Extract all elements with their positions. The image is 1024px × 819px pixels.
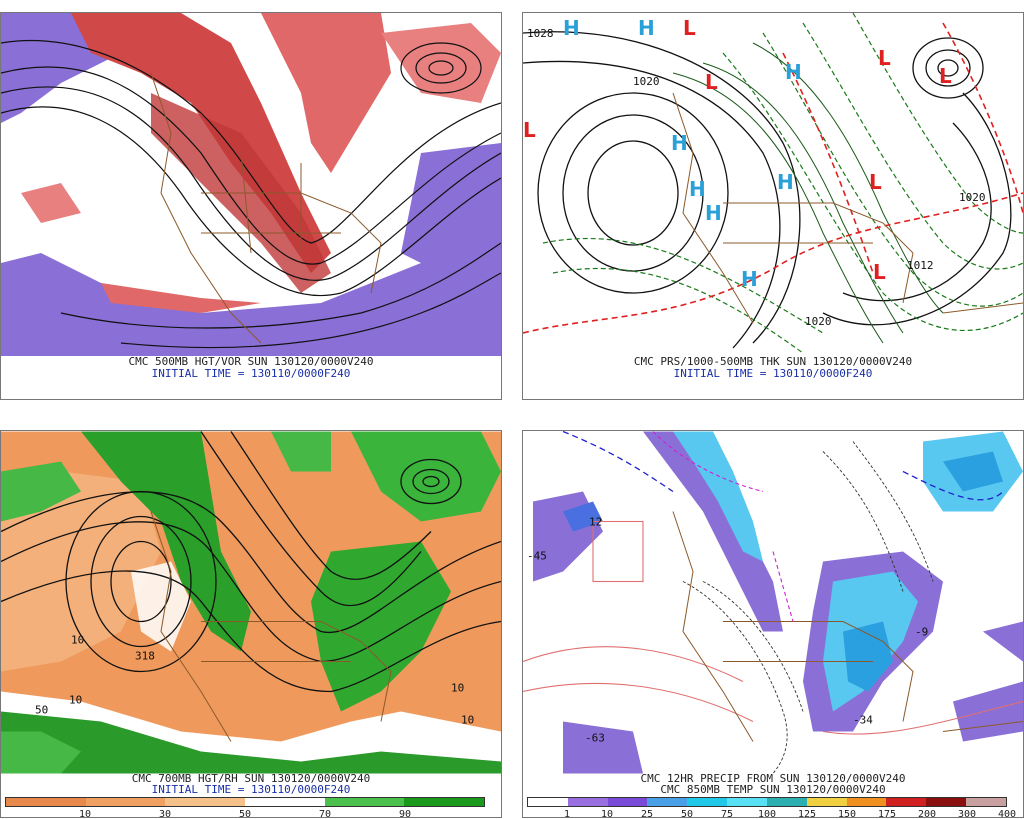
panel-pressure-thickness: H H H H H H H H L L L L L L L 1028 1020 … bbox=[522, 12, 1024, 400]
high-center-symbol: H bbox=[671, 131, 688, 155]
low-center-symbol: L bbox=[878, 46, 891, 70]
legend-tick-label: 90 bbox=[398, 809, 412, 818]
low-pressure-symbols: L L L L L L L bbox=[523, 16, 952, 284]
low-center-symbol: L bbox=[683, 16, 696, 40]
legend-swatch bbox=[6, 798, 86, 806]
contour-label: 318 bbox=[135, 650, 155, 663]
legend-swatch bbox=[806, 798, 847, 806]
panel-700mb-height-rh: 10 318 10 50 10 10 CMC 700MB HGT/RH SUN … bbox=[0, 430, 502, 818]
low-center-symbol: L bbox=[939, 64, 952, 88]
legend-tick-label: 50 bbox=[680, 809, 694, 818]
legend-swatch bbox=[966, 798, 1006, 806]
rh-color-legend bbox=[5, 797, 485, 807]
legend-swatch bbox=[766, 798, 807, 806]
caption-850mb-temp: CMC 850MB TEMP SUN 130120/0000V240 bbox=[660, 783, 886, 796]
contour-label: 1012 bbox=[907, 259, 934, 272]
high-center-symbol: H bbox=[741, 267, 758, 291]
contour-label: 10 bbox=[451, 682, 464, 695]
legend-tick-label: 1 bbox=[563, 809, 571, 818]
legend-swatch bbox=[886, 798, 927, 806]
contour-label: 1020 bbox=[959, 191, 986, 204]
legend-tick-label: 200 bbox=[917, 809, 937, 818]
temp-label: 12 bbox=[589, 516, 602, 529]
map-pressure-thickness: H H H H H H H H L L L L L L L 1028 1020 … bbox=[523, 13, 1023, 356]
panel-500mb-height-vorticity: CMC 500MB HGT/VOR SUN 130120/0000V240 IN… bbox=[0, 12, 502, 400]
legend-tick-label: 175 bbox=[877, 809, 897, 818]
legend-tick-label: 75 bbox=[720, 809, 734, 818]
caption-initial-time: INITIAL TIME = 130110/0000F240 bbox=[151, 367, 351, 380]
legend-swatch bbox=[165, 798, 246, 806]
legend-swatch bbox=[926, 798, 967, 806]
legend-swatch bbox=[727, 798, 767, 806]
contour-label: 10 bbox=[461, 714, 474, 727]
contour-label: 1020 bbox=[805, 315, 832, 328]
legend-swatch bbox=[324, 798, 405, 806]
precip-color-legend bbox=[527, 797, 1007, 807]
legend-swatch bbox=[647, 798, 688, 806]
temp-label: -9 bbox=[915, 626, 928, 639]
high-center-symbol: H bbox=[638, 16, 655, 40]
legend-swatch bbox=[567, 798, 608, 806]
legend-tick-label: 400 bbox=[997, 809, 1017, 818]
low-center-symbol: L bbox=[705, 70, 718, 94]
legend-tick-label: 125 bbox=[797, 809, 817, 818]
low-center-symbol: L bbox=[869, 170, 882, 194]
legend-tick-label: 10 bbox=[78, 809, 92, 818]
legend-tick-label: 70 bbox=[318, 809, 332, 818]
temp-label: -34 bbox=[853, 714, 873, 727]
low-center-symbol: L bbox=[873, 260, 886, 284]
contour-label: 1020 bbox=[633, 75, 660, 88]
map-700mb-rh: 10 318 10 50 10 10 bbox=[1, 431, 501, 774]
legend-swatch bbox=[687, 798, 728, 806]
caption-title: CMC 700MB HGT/RH SUN 130120/0000V240 bbox=[131, 772, 371, 785]
legend-tick-label: 50 bbox=[238, 809, 252, 818]
legend-tick-label: 30 bbox=[158, 809, 172, 818]
legend-swatch bbox=[85, 798, 166, 806]
high-center-symbol: H bbox=[563, 16, 580, 40]
low-center-symbol: L bbox=[523, 118, 536, 142]
legend-tick-label: 10 bbox=[600, 809, 614, 818]
temp-label: -45 bbox=[527, 550, 547, 563]
caption-initial-time: INITIAL TIME = 130110/0000F240 bbox=[151, 783, 351, 796]
caption-title: CMC 500MB HGT/VOR SUN 130120/0000V240 bbox=[128, 355, 374, 368]
caption-title: CMC PRS/1000-500MB THK SUN 130120/0000V2… bbox=[633, 355, 913, 368]
legend-swatch bbox=[846, 798, 887, 806]
high-center-symbol: H bbox=[777, 170, 794, 194]
high-center-symbol: H bbox=[705, 201, 722, 225]
caption-initial-time: INITIAL TIME = 130110/0000F240 bbox=[673, 367, 873, 380]
legend-tick-label: 100 bbox=[757, 809, 777, 818]
contour-label: 10 bbox=[69, 694, 82, 707]
legend-swatch bbox=[245, 798, 325, 806]
contour-label: 50 bbox=[35, 704, 48, 717]
high-pressure-symbols: H H H H H H H H bbox=[563, 16, 802, 291]
map-500mb-vorticity bbox=[1, 13, 501, 356]
precip-legend-ticks: 1 10 25 50 75 100 125 150 175 200 300 400 bbox=[527, 809, 1016, 818]
rh-legend-ticks: 10 30 50 70 90 bbox=[5, 809, 485, 818]
legend-tick-label: 300 bbox=[957, 809, 977, 818]
caption-precip: CMC 12HR PRECIP FROM SUN 130120/0000V240 bbox=[640, 772, 906, 785]
legend-swatch bbox=[607, 798, 648, 806]
map-precip-temp: -63 -34 12 -9 -45 bbox=[523, 431, 1023, 774]
legend-swatch bbox=[404, 798, 485, 806]
legend-swatch bbox=[528, 798, 568, 806]
contour-label: 1028 bbox=[527, 27, 554, 40]
high-center-symbol: H bbox=[785, 60, 802, 84]
high-center-symbol: H bbox=[689, 177, 706, 201]
legend-tick-label: 25 bbox=[640, 809, 654, 818]
legend-tick-label: 150 bbox=[837, 809, 857, 818]
temp-label: -63 bbox=[585, 732, 605, 745]
panel-precip-850mb-temp: -63 -34 12 -9 -45 CMC 12HR PRECIP FROM S… bbox=[522, 430, 1024, 818]
contour-label: 10 bbox=[71, 634, 84, 647]
